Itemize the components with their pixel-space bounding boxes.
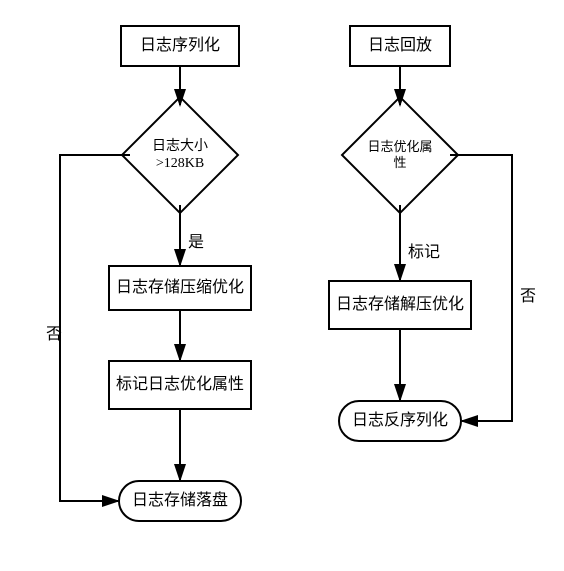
edge-label-yes: 是 bbox=[188, 228, 204, 252]
node-label: 日志存储落盘 bbox=[132, 491, 228, 511]
node-label: 日志反序列化 bbox=[352, 411, 448, 431]
node-mark-optimize-attr: 标记日志优化属性 bbox=[108, 360, 252, 410]
node-log-playback: 日志回放 bbox=[349, 25, 451, 67]
edge-label-mark: 标记 bbox=[408, 238, 440, 262]
node-label: 日志回放 bbox=[368, 36, 432, 56]
node-label: 日志存储解压优化 bbox=[336, 295, 464, 315]
node-log-store-disk: 日志存储落盘 bbox=[118, 480, 242, 522]
node-compress-optimize: 日志存储压缩优化 bbox=[108, 265, 252, 311]
edge-e5 bbox=[60, 155, 130, 501]
node-log-size-decision: 日志大小 >128KB bbox=[138, 113, 222, 197]
edge-label-no-right: 否 bbox=[520, 282, 536, 306]
edges-layer bbox=[0, 0, 564, 571]
node-log-deserialize: 日志反序列化 bbox=[338, 400, 462, 442]
node-log-serialize: 日志序列化 bbox=[120, 25, 240, 67]
node-decompress-optimize: 日志存储解压优化 bbox=[328, 280, 472, 330]
node-label: 标记日志优化属性 bbox=[116, 375, 244, 395]
node-optimize-attr-decision: 日志优化属性 bbox=[358, 113, 442, 197]
node-label: 日志存储压缩优化 bbox=[116, 278, 244, 298]
node-label: 日志优化属性 bbox=[358, 113, 442, 197]
node-label: 日志序列化 bbox=[140, 36, 220, 56]
edge-label-no-left: 否 bbox=[46, 320, 62, 344]
flowchart-canvas: 日志序列化 日志大小 >128KB 日志存储压缩优化 标记日志优化属性 日志存储… bbox=[0, 0, 564, 571]
node-label: 日志大小 >128KB bbox=[138, 113, 222, 197]
